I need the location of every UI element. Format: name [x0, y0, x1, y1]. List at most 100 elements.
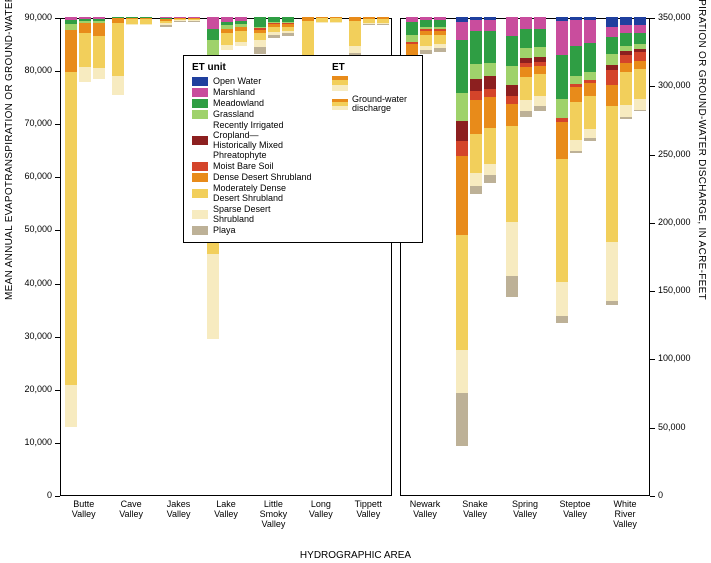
bar-segment-moist_bare: [606, 70, 618, 85]
bar-segment-meadowland: [534, 29, 546, 47]
category-label: Tippett Valley: [345, 500, 392, 520]
bar-segment-mod_shrub: [584, 96, 596, 129]
bar-segment-open_water: [606, 17, 618, 27]
y-tick: [650, 291, 655, 292]
legend-item: Playa: [192, 225, 314, 235]
bar-segment-sparse_shrub: [207, 254, 219, 339]
bar-segment-cropland: [484, 76, 496, 88]
legend-label: Recently Irrigated Cropland— Historicall…: [213, 120, 314, 160]
bar-segment-sparse_shrub: [112, 76, 124, 95]
y-tick-label: 0: [658, 490, 708, 500]
category-label: White River Valley: [600, 500, 650, 530]
bar: [79, 17, 91, 495]
bar-segment-dense_shrub: [634, 61, 646, 69]
legend-swatch: [192, 110, 208, 119]
bar-segment-mod_shrub: [254, 33, 266, 40]
bar-segment-grassland: [484, 63, 496, 77]
legend-title-et-unit: ET unit: [192, 62, 226, 73]
bar-segment-mod_shrub: [620, 72, 632, 105]
legend-label: Marshland: [213, 87, 255, 97]
y-tick-label: 250,000: [658, 149, 708, 159]
bar-segment-marshland: [556, 21, 568, 55]
bar-segment-dense_shrub: [520, 67, 532, 77]
legend-label: Open Water: [213, 76, 261, 86]
legend-label: Meadowland: [213, 98, 264, 108]
bar-segment-mod_shrub: [79, 33, 91, 68]
bar-segment-mod_shrub: [520, 77, 532, 100]
bar-segment-playa: [570, 151, 582, 154]
legend-label: Moderately Dense Desert Shrubland: [213, 183, 314, 203]
bar-segment-sparse_shrub: [65, 385, 77, 427]
bar-segment-marshland: [470, 20, 482, 31]
legend-item: Open Water: [192, 76, 314, 86]
bar-segment-dense_shrub: [556, 122, 568, 159]
bar-segment-sparse_shrub: [79, 67, 91, 82]
bar: [160, 17, 172, 495]
bar-segment-mod_shrub: [456, 235, 468, 350]
bar-segment-dense_shrub: [506, 104, 518, 126]
bar-segment-mod_shrub: [420, 35, 432, 46]
bar-segment-grassland: [556, 99, 568, 118]
bar-segment-sparse_shrub: [506, 222, 518, 277]
bar-segment-mod_shrub: [349, 21, 361, 46]
bar-segment-meadowland: [620, 33, 632, 45]
legend-swatch: [192, 162, 208, 171]
bar-segment-marshland: [534, 17, 546, 29]
category-label: Jakes Valley: [155, 500, 202, 520]
bar-segment-grassland: [506, 66, 518, 85]
y-tick: [650, 496, 655, 497]
bar-segment-meadowland: [606, 37, 618, 53]
bar-segment-dense_shrub: [470, 100, 482, 134]
bar-segment-marshland: [506, 17, 518, 36]
y-tick: [55, 177, 60, 178]
bar-segment-playa: [584, 138, 596, 141]
bar: [634, 17, 646, 495]
bar-segment-moist_bare: [484, 89, 496, 97]
bar-segment-grassland: [520, 48, 532, 58]
category-label: Little Smoky Valley: [250, 500, 297, 530]
bar-segment-dense_shrub: [620, 63, 632, 73]
y-tick: [55, 443, 60, 444]
panel-right: [400, 18, 650, 496]
bar-segment-playa: [470, 186, 482, 194]
bar: [112, 17, 124, 495]
bar-segment-mod_shrub: [434, 35, 446, 45]
legend: ET unit Open WaterMarshlandMeadowlandGras…: [183, 55, 423, 243]
bar: [140, 17, 152, 495]
bar: [65, 17, 77, 495]
legend-item: Meadowland: [192, 98, 314, 108]
bar-segment-dense_shrub: [65, 30, 77, 71]
bar-segment-mod_shrub: [235, 31, 247, 42]
bar-segment-playa: [363, 24, 375, 25]
y-tick-label: 300,000: [658, 80, 708, 90]
legend-title-et: ET: [332, 62, 345, 73]
y-tick: [55, 337, 60, 338]
category-label: Newark Valley: [400, 500, 450, 520]
bar-segment-dense_shrub: [79, 23, 91, 33]
legend-label: Grassland: [213, 109, 254, 119]
bar-segment-sparse_shrub: [93, 68, 105, 79]
bar-segment-playa: [620, 117, 632, 118]
bar-segment-playa: [484, 175, 496, 183]
bar-segment-meadowland: [470, 31, 482, 64]
legend-label: Sparse Desert Shrubland: [213, 204, 314, 224]
bar-segment-sparse_shrub: [221, 45, 233, 50]
bar-segment-mod_shrub: [570, 102, 582, 140]
bar-segment-marshland: [620, 25, 632, 33]
bar-segment-dense_shrub: [570, 87, 582, 102]
bar-segment-meadowland: [406, 22, 418, 34]
y-tick: [650, 223, 655, 224]
y-tick-label: 40,000: [10, 278, 52, 288]
legend-gw-label: Ground-water discharge: [352, 95, 407, 114]
legend-swatch: [192, 99, 208, 108]
bar-segment-grassland: [207, 40, 219, 55]
y-tick-label: 10,000: [10, 437, 52, 447]
y-tick-label: 20,000: [10, 384, 52, 394]
bar-segment-moist_bare: [506, 96, 518, 104]
legend-item: Marshland: [192, 87, 314, 97]
bar-segment-meadowland: [456, 40, 468, 93]
bar-segment-playa: [160, 25, 172, 27]
y-tick: [650, 359, 655, 360]
bar-segment-sparse_shrub: [584, 129, 596, 139]
legend-item: Dense Desert Shrubland: [192, 172, 314, 182]
